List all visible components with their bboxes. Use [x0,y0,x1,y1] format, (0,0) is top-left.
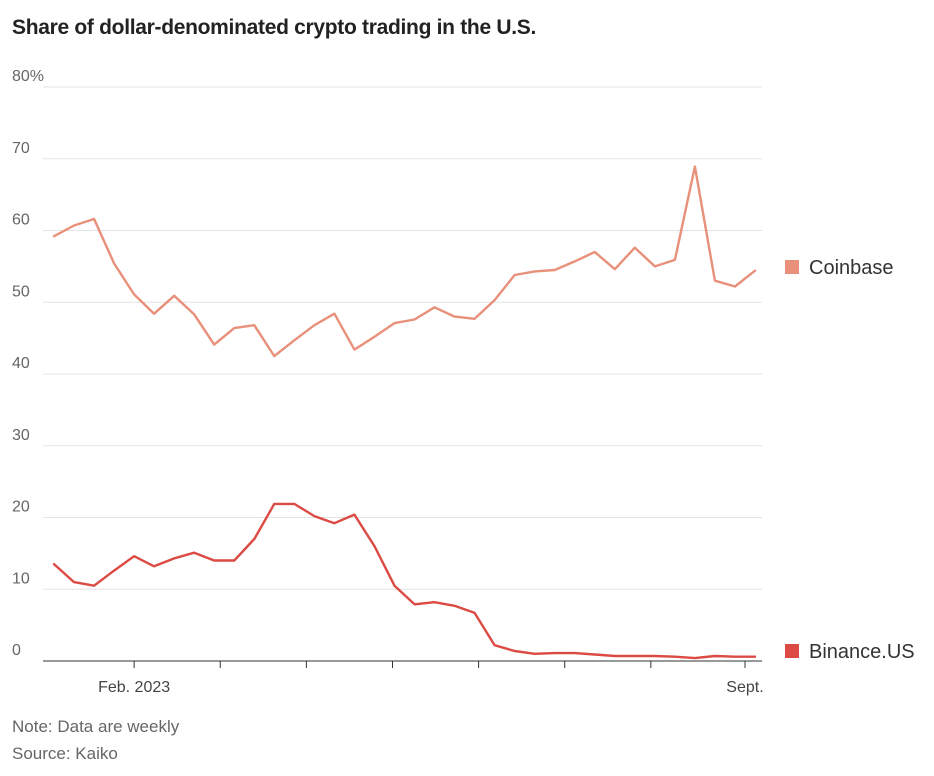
y-tick-label: 50 [12,283,30,300]
legend-swatch [785,644,799,658]
y-tick-label: 30 [12,427,30,444]
legend-label: Binance.US [809,641,915,663]
legend: Coinbase Binance.US [785,257,915,663]
y-tick-label: 20 [12,499,30,516]
y-tick-label: 60 [12,212,30,229]
chart-source: Source: Kaiko [12,744,118,763]
y-tick-label: 70 [12,140,30,157]
x-axis: Feb. 2023 Sept. [43,660,764,696]
x-tick-label: Sept. [726,679,763,696]
y-tick-label: 10 [12,570,30,587]
series-lines [52,165,757,660]
x-tick-label: Feb. 2023 [98,679,170,696]
grid-lines [43,86,762,590]
y-tick-label: 40 [12,355,30,372]
legend-swatch [785,260,799,274]
series-line-coinbase [52,165,757,358]
chart-note: Note: Data are weekly [12,717,180,736]
y-tick-label: 80% [12,68,44,85]
legend-label: Coinbase [809,257,894,279]
chart-title: Share of dollar-denominated crypto tradi… [12,16,537,39]
y-tick-label: 0 [12,642,21,659]
series-line-binance-us [52,502,757,660]
y-axis-ticks: 0 10 20 30 40 50 60 70 80% [12,68,44,659]
